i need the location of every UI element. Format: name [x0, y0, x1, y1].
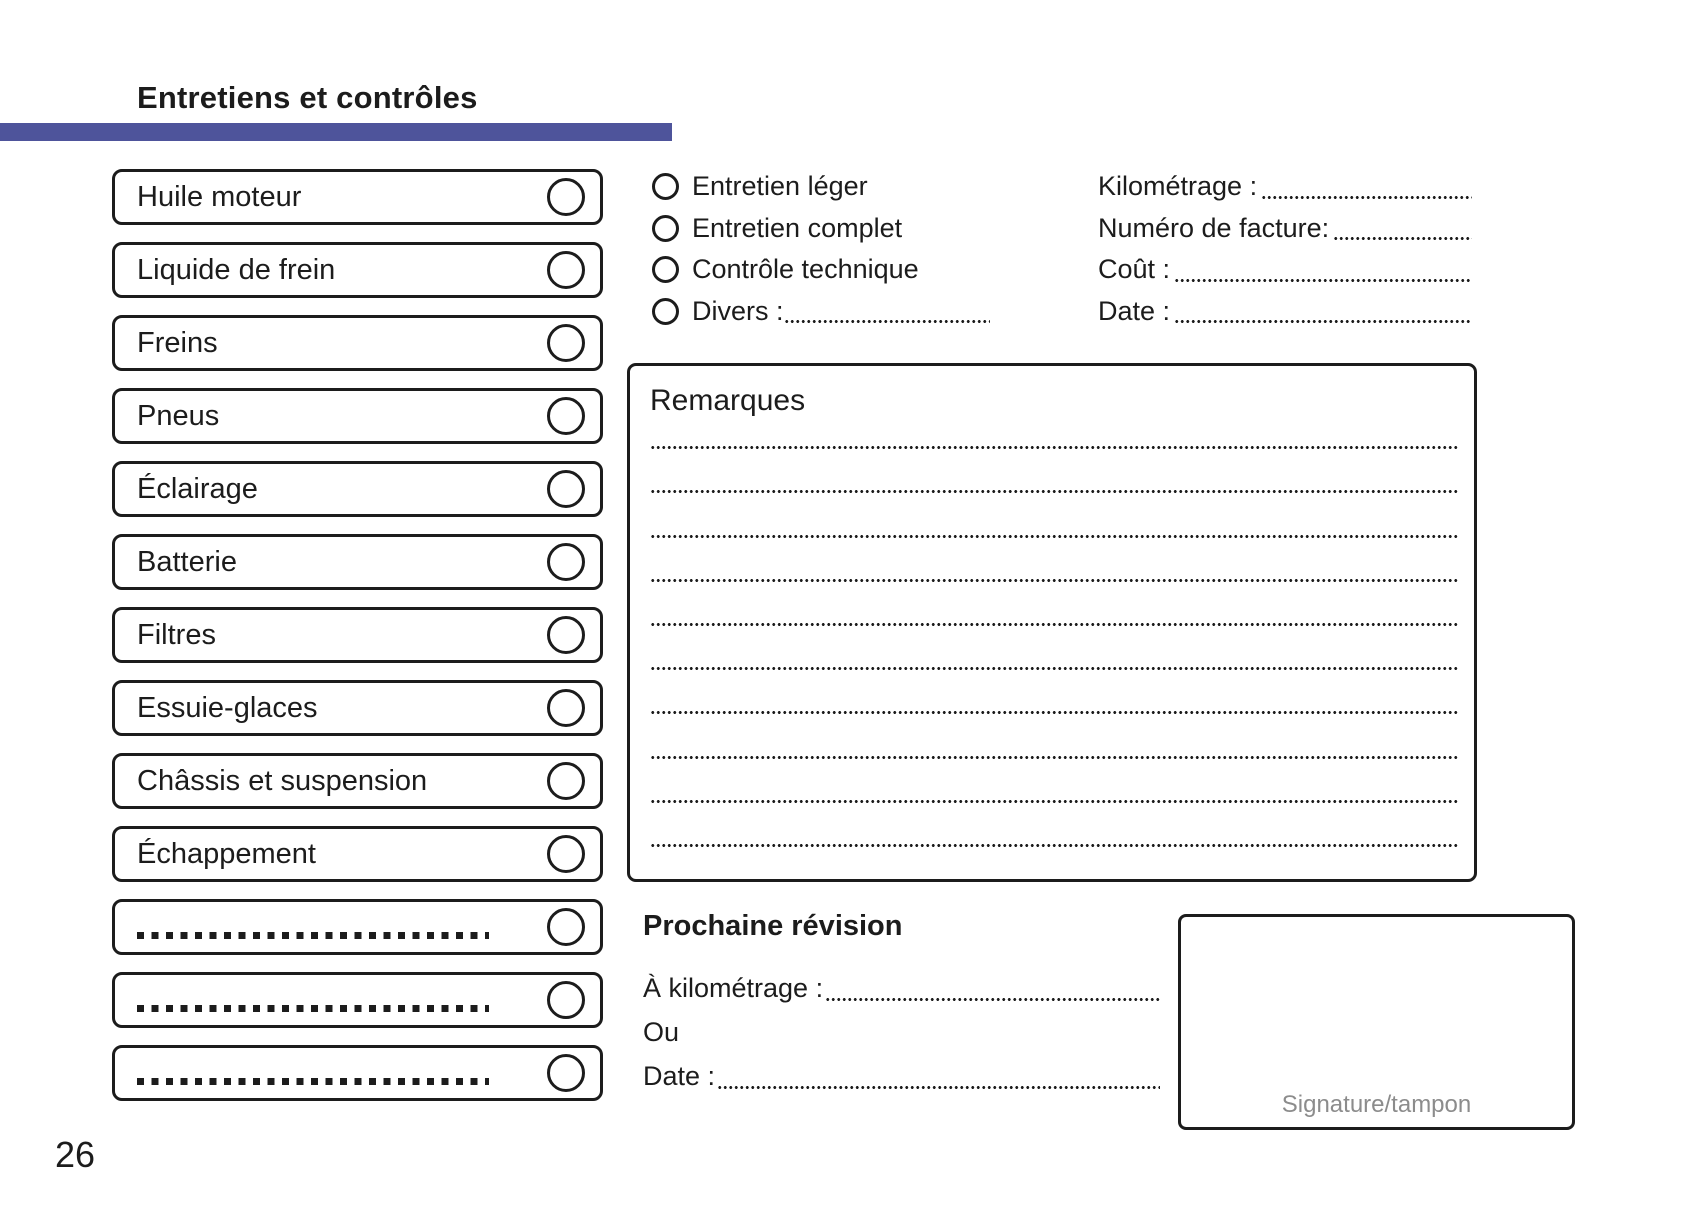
radio-row-entretien-complet: Entretien complet — [652, 208, 990, 250]
field-label: Coût : — [1098, 254, 1171, 285]
radio-row-divers: Divers : — [652, 291, 990, 333]
radio-label: Entretien complet — [692, 212, 903, 243]
next-service-rows: À kilométrage : Ou Date : — [643, 966, 1160, 1098]
check-circle-icon[interactable] — [547, 689, 585, 727]
write-in-line[interactable] — [137, 1078, 489, 1085]
remarks-write-in-line[interactable] — [650, 494, 1458, 539]
radio-row-controle-technique: Contrôle technique — [652, 249, 990, 291]
checklist-item-label: Pneus — [137, 399, 220, 432]
signature-box[interactable]: Signature/tampon — [1178, 914, 1575, 1130]
check-circle-icon[interactable] — [547, 470, 585, 508]
page-title: Entretiens et contrôles — [137, 80, 478, 115]
checklist-row-eclairage: Éclairage — [112, 461, 603, 517]
radio-circle-icon[interactable] — [652, 297, 679, 325]
remarks-write-in-line[interactable] — [650, 538, 1458, 583]
check-circle-icon[interactable] — [547, 762, 585, 800]
check-circle-icon[interactable] — [547, 178, 585, 216]
checklist-row-freins: Freins — [112, 315, 603, 371]
checklist-item-label: Huile moteur — [137, 180, 302, 213]
remarks-write-in-line[interactable] — [650, 715, 1458, 760]
remarks-write-in-line[interactable] — [650, 582, 1458, 627]
check-circle-icon[interactable] — [547, 251, 585, 289]
date-write-in-line[interactable] — [1174, 319, 1472, 324]
radio-circle-icon[interactable] — [652, 173, 679, 201]
remarks-write-in-line[interactable] — [650, 671, 1458, 716]
next-row-date: Date : — [643, 1054, 1160, 1098]
radio-label: Contrôle technique — [692, 254, 919, 285]
field-row-kilometrage: Kilométrage : — [1098, 166, 1472, 208]
cout-write-in-line[interactable] — [1174, 277, 1472, 283]
remarks-box: Remarques — [627, 363, 1477, 882]
remarks-write-in-line[interactable] — [650, 626, 1458, 672]
checklist-item-label: Essuie-glaces — [137, 691, 318, 724]
radio-circle-icon[interactable] — [652, 214, 679, 242]
next-km-write-in-line[interactable] — [825, 997, 1160, 1002]
checklist-row-blank-2 — [112, 972, 603, 1028]
checklist-item-label: Échappement — [137, 837, 316, 870]
check-circle-icon[interactable] — [547, 1054, 585, 1092]
radio-row-entretien-leger: Entretien léger — [652, 166, 990, 208]
check-circle-icon[interactable] — [547, 397, 585, 435]
next-or-label: Ou — [643, 1016, 680, 1047]
radio-label: Divers : — [692, 295, 784, 326]
checklist-row-echappement: Échappement — [112, 826, 603, 882]
check-circle-icon[interactable] — [547, 543, 585, 581]
next-row-ou: Ou — [643, 1010, 1160, 1054]
checklist-row-chassis-et-suspension: Châssis et suspension — [112, 753, 603, 809]
page-number: 26 — [55, 1134, 96, 1175]
checklist-row-filtres: Filtres — [112, 607, 603, 663]
field-label: Kilométrage : — [1098, 171, 1258, 202]
radio-circle-icon[interactable] — [652, 256, 679, 284]
remarks-lines — [650, 406, 1458, 848]
checklist-row-blank-3 — [112, 1045, 603, 1101]
checklist-item-label: Châssis et suspension — [137, 764, 428, 797]
checklist-row-huile-moteur: Huile moteur — [112, 169, 603, 225]
checklist-item-label: Batterie — [137, 545, 237, 578]
checklist-row-pneus: Pneus — [112, 388, 603, 444]
next-service-title: Prochaine révision — [643, 910, 903, 942]
checklist-item-label: Freins — [137, 326, 218, 359]
checklist-row-batterie: Batterie — [112, 534, 603, 590]
check-circle-icon[interactable] — [547, 981, 585, 1019]
write-in-line[interactable] — [137, 932, 489, 939]
title-accent-bar — [0, 123, 672, 141]
check-circle-icon[interactable] — [547, 616, 585, 654]
checklist-row-liquide-de-frein: Liquide de frein — [112, 242, 603, 298]
checklist: Huile moteur Liquide de frein Freins Pne… — [112, 169, 603, 1101]
facture-write-in-line[interactable] — [1333, 236, 1472, 241]
check-circle-icon[interactable] — [547, 908, 585, 946]
write-in-line[interactable] — [137, 1005, 489, 1012]
next-row-kilometrage: À kilométrage : — [643, 966, 1160, 1010]
divers-write-in-line[interactable] — [783, 319, 990, 324]
signature-label: Signature/tampon — [1281, 1091, 1472, 1118]
checklist-item-label: Filtres — [137, 618, 216, 651]
field-row-cout: Coût : — [1098, 249, 1472, 291]
invoice-fields: Kilométrage : Numéro de facture: Coût : … — [1098, 166, 1472, 332]
field-label: Numéro de facture: — [1098, 212, 1330, 243]
remarks-write-in-line[interactable] — [650, 406, 1458, 451]
service-type-group: Entretien léger Entretien complet Contrô… — [652, 166, 990, 332]
next-date-label: Date : — [643, 1060, 716, 1091]
checklist-item-label: Liquide de frein — [137, 253, 336, 286]
next-date-write-in-line[interactable] — [717, 1085, 1160, 1090]
field-label: Date : — [1098, 295, 1171, 326]
field-row-numero-de-facture: Numéro de facture: — [1098, 208, 1472, 250]
remarks-write-in-line[interactable] — [650, 450, 1458, 495]
checklist-row-essuie-glaces: Essuie-glaces — [112, 680, 603, 736]
kilometrage-write-in-line[interactable] — [1261, 194, 1472, 200]
check-circle-icon[interactable] — [547, 324, 585, 362]
next-km-label: À kilométrage : — [643, 972, 824, 1003]
field-row-date: Date : — [1098, 291, 1472, 333]
remarks-write-in-line[interactable] — [650, 803, 1458, 848]
check-circle-icon[interactable] — [547, 835, 585, 873]
remarks-write-in-line[interactable] — [650, 759, 1458, 804]
radio-label: Entretien léger — [692, 171, 868, 202]
checklist-row-blank-1 — [112, 899, 603, 955]
checklist-item-label: Éclairage — [137, 472, 258, 505]
